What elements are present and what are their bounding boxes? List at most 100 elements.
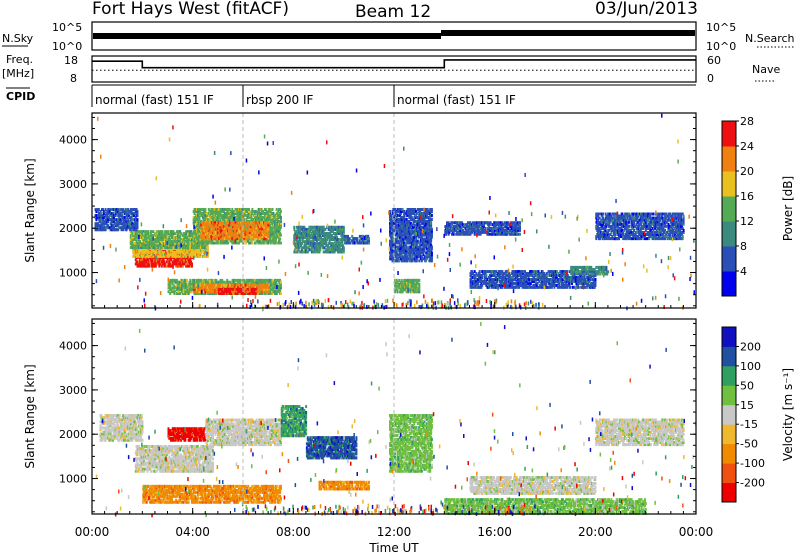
data-cell — [219, 225, 222, 229]
data-cell — [145, 238, 148, 242]
data-cell — [187, 292, 190, 295]
data-cell — [263, 212, 266, 215]
data-cell — [238, 280, 241, 284]
data-cell — [251, 235, 254, 239]
data-cell — [137, 264, 140, 268]
data-cell — [258, 227, 261, 231]
data-cell — [279, 217, 282, 221]
data-cell — [186, 284, 189, 288]
nsearch-tick-top: 10^5 — [706, 21, 736, 34]
data-cell — [155, 238, 158, 242]
data-cell — [203, 221, 206, 225]
data-cell — [273, 231, 276, 235]
data-cell — [245, 292, 248, 295]
data-cell — [197, 212, 200, 215]
data-cell — [141, 251, 144, 254]
data-cell — [269, 210, 272, 213]
data-cell — [196, 221, 198, 225]
data-cell — [141, 234, 144, 238]
data-cell — [248, 212, 250, 215]
data-cell — [133, 236, 136, 240]
data-cell — [204, 210, 207, 213]
data-cell — [208, 235, 211, 239]
data-cell — [166, 249, 169, 253]
data-cell — [147, 254, 150, 258]
data-cell — [191, 288, 193, 292]
data-cell — [206, 221, 209, 225]
data-cell — [177, 258, 180, 262]
data-cell — [246, 213, 249, 217]
data-cell — [222, 221, 224, 225]
data-cell — [166, 251, 169, 254]
data-cell — [186, 286, 188, 290]
data-cell — [264, 235, 267, 239]
data-cell — [231, 241, 234, 245]
data-cell — [161, 251, 164, 254]
data-cell — [225, 283, 228, 287]
data-cell — [150, 234, 153, 238]
data-cell — [222, 229, 225, 233]
data-cell — [275, 215, 278, 219]
data-cell — [198, 223, 201, 227]
data-cell — [180, 264, 183, 268]
data-cell — [152, 252, 155, 256]
data-cell — [181, 240, 184, 243]
data-cell — [236, 233, 239, 237]
data-cell — [175, 278, 178, 282]
data-cell — [157, 230, 160, 234]
data-cell — [185, 230, 188, 234]
data-cell — [174, 246, 177, 249]
data-cell — [189, 258, 192, 262]
data-cell — [133, 242, 136, 245]
data-cell — [165, 232, 168, 236]
data-cell — [200, 225, 203, 229]
data-cell — [177, 232, 180, 236]
data-cell — [143, 260, 146, 264]
data-cell — [158, 264, 161, 268]
data-cell — [203, 252, 206, 256]
data-cell — [154, 247, 157, 251]
data-cell — [166, 234, 169, 238]
data-cell — [238, 229, 240, 233]
data-cell — [227, 231, 230, 235]
data-cell — [168, 249, 171, 253]
data-cell — [243, 278, 245, 282]
data-cell — [155, 244, 158, 247]
data-cell — [165, 234, 167, 238]
data-cell — [206, 243, 209, 247]
data-cell — [243, 239, 246, 243]
data-cell — [277, 235, 280, 239]
data-cell — [149, 238, 151, 242]
data-cell — [243, 235, 245, 239]
data-cell — [243, 227, 245, 231]
data-cell — [195, 251, 198, 254]
data-cell — [219, 239, 222, 243]
data-cell — [186, 282, 189, 286]
data-cell — [269, 233, 272, 237]
data-cell — [251, 225, 254, 229]
data-cell — [206, 225, 209, 229]
data-cell — [200, 212, 203, 215]
data-cell — [177, 292, 180, 295]
data-cell — [186, 264, 189, 268]
data-cell — [220, 233, 223, 237]
data-cell — [243, 208, 245, 211]
data-cell — [189, 246, 192, 249]
data-cell — [229, 215, 232, 219]
data-cell — [254, 225, 257, 229]
data-cell — [238, 278, 240, 282]
data-cell — [201, 249, 204, 253]
nsky-tick-bottom: 10^0 — [52, 40, 82, 53]
data-cell — [168, 260, 171, 264]
data-cell — [142, 238, 145, 242]
data-cell — [167, 264, 170, 268]
data-cell — [255, 227, 258, 231]
data-cell — [232, 280, 235, 284]
data-cell — [265, 215, 268, 219]
data-cell — [186, 240, 188, 243]
data-cell — [134, 238, 137, 242]
cpid-row: CPID normal (fast) 151 IF rbsp 200 IF norm… — [6, 84, 696, 107]
data-cell — [203, 229, 206, 233]
data-cell — [196, 231, 198, 235]
data-cell — [215, 223, 218, 227]
